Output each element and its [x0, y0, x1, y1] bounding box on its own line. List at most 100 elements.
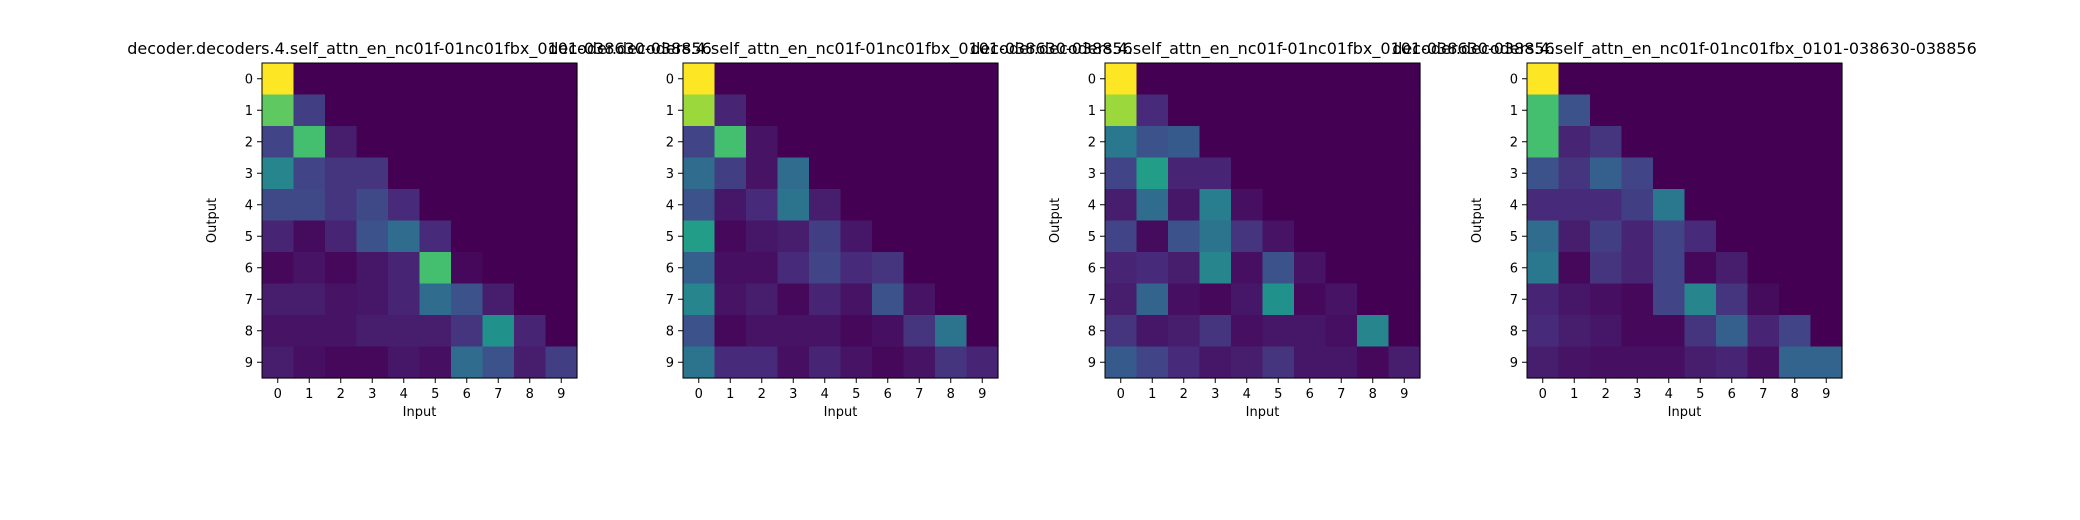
heatmap-cell — [325, 126, 358, 159]
heatmap-cell — [1590, 63, 1623, 96]
heatmap-cell — [1590, 346, 1623, 379]
heatmap-cell — [840, 346, 873, 379]
heatmap-cell — [1231, 157, 1264, 190]
heatmap-cell — [1716, 157, 1749, 190]
heatmap-cell — [356, 315, 389, 348]
heatmap-cell — [293, 283, 326, 316]
heatmap-cell — [903, 346, 936, 379]
heatmap-cell — [545, 315, 578, 348]
heatmap-cell — [1558, 220, 1591, 253]
heatmap-cell — [1136, 252, 1169, 285]
heatmap-cell — [903, 189, 936, 222]
heatmap-cell — [1558, 252, 1591, 285]
heatmap-cell — [809, 252, 842, 285]
heatmap-cell — [1779, 283, 1812, 316]
heatmap-cell — [419, 94, 452, 127]
x-tick-label: 9 — [978, 387, 986, 402]
heatmap-cell — [1653, 220, 1686, 253]
heatmap-cell — [840, 315, 873, 348]
heatmap-cell — [777, 126, 810, 159]
heatmap-cell — [1262, 189, 1295, 222]
heatmap-cell — [1294, 157, 1327, 190]
heatmap-cell — [840, 94, 873, 127]
y-tick-label: 7 — [1088, 293, 1096, 308]
heatmap-cell — [1262, 220, 1295, 253]
heatmap-cell — [451, 63, 484, 96]
heatmap-cell — [1357, 189, 1390, 222]
heatmap-cell — [1136, 346, 1169, 379]
heatmap-cell — [262, 283, 295, 316]
heatmap-cell — [1105, 126, 1138, 159]
heatmap-cell — [545, 283, 578, 316]
heatmap-cell — [1527, 252, 1560, 285]
heatmap-cell — [514, 126, 547, 159]
heatmap-cell — [356, 220, 389, 253]
heatmap-cell — [1262, 157, 1295, 190]
heatmap-cell — [1388, 63, 1421, 96]
heatmap-cell — [777, 220, 810, 253]
x-tick-label: 6 — [463, 387, 471, 402]
x-tick-label: 0 — [695, 387, 703, 402]
heatmap-cell — [1747, 94, 1780, 127]
x-tick-label: 5 — [852, 387, 860, 402]
heatmap-cell — [1388, 346, 1421, 379]
heatmap-cell — [262, 94, 295, 127]
heatmap-cell — [325, 346, 358, 379]
x-tick-label: 8 — [947, 387, 955, 402]
heatmap-cell — [1558, 346, 1591, 379]
x-tick-label: 1 — [1570, 387, 1578, 402]
heatmap-cell — [1105, 346, 1138, 379]
heatmap-cell — [293, 63, 326, 96]
heatmap-cell — [777, 189, 810, 222]
heatmap-cell — [356, 346, 389, 379]
heatmap-cell — [1653, 189, 1686, 222]
heatmap-cell — [840, 126, 873, 159]
heatmap-cell — [293, 315, 326, 348]
heatmap-cell — [1199, 346, 1232, 379]
heatmap-cell — [872, 94, 905, 127]
x-tick-label: 6 — [884, 387, 892, 402]
heatmap-cell — [1779, 189, 1812, 222]
y-tick-label: 6 — [1088, 261, 1096, 276]
heatmap-cell — [1684, 189, 1717, 222]
heatmap-cell — [746, 315, 779, 348]
x-tick-label: 3 — [1211, 387, 1219, 402]
y-tick-label: 0 — [1088, 72, 1096, 87]
heatmap-cell — [325, 283, 358, 316]
heatmap-cell — [966, 346, 999, 379]
heatmap-cell — [1684, 220, 1717, 253]
heatmap-cell — [262, 315, 295, 348]
heatmap-cell — [903, 126, 936, 159]
heatmap-cell — [482, 220, 515, 253]
heatmap-panel-3: 0 1 2 3 4 5 6 7 8 9 0 1 2 3 4 5 6 7 8 9 Input Output decoder.d… — [970, 39, 1555, 420]
heatmap-cell — [1653, 126, 1686, 159]
heatmap-cell — [1388, 315, 1421, 348]
heatmap-cell — [1325, 346, 1358, 379]
y-axis-label: Output — [1048, 198, 1063, 243]
heatmap-cell — [1653, 283, 1686, 316]
x-tick-label: 3 — [789, 387, 797, 402]
x-tick-label: 4 — [821, 387, 829, 402]
x-tick-label: 1 — [305, 387, 313, 402]
heatmap-cell — [1357, 315, 1390, 348]
heatmap-cell — [1199, 283, 1232, 316]
heatmap-cell — [1558, 157, 1591, 190]
heatmap-cell — [1105, 94, 1138, 127]
heatmap-cell — [1199, 157, 1232, 190]
heatmap-cell — [1558, 189, 1591, 222]
heatmap-cell — [325, 252, 358, 285]
heatmap-cell — [1621, 94, 1654, 127]
heatmap-cell — [1231, 63, 1264, 96]
x-axis-label: Input — [824, 405, 858, 420]
heatmap-cell — [1325, 283, 1358, 316]
heatmap-cell — [777, 346, 810, 379]
y-tick-label: 3 — [1088, 167, 1096, 182]
heatmap-cell — [1621, 63, 1654, 96]
heatmap-cell — [1357, 126, 1390, 159]
x-axis-label: Input — [403, 405, 437, 420]
heatmap-cell — [1621, 346, 1654, 379]
heatmap-cell — [1590, 252, 1623, 285]
heatmap-cell — [840, 220, 873, 253]
y-tick-label: 8 — [1088, 324, 1096, 339]
heatmap-cell — [1136, 315, 1169, 348]
